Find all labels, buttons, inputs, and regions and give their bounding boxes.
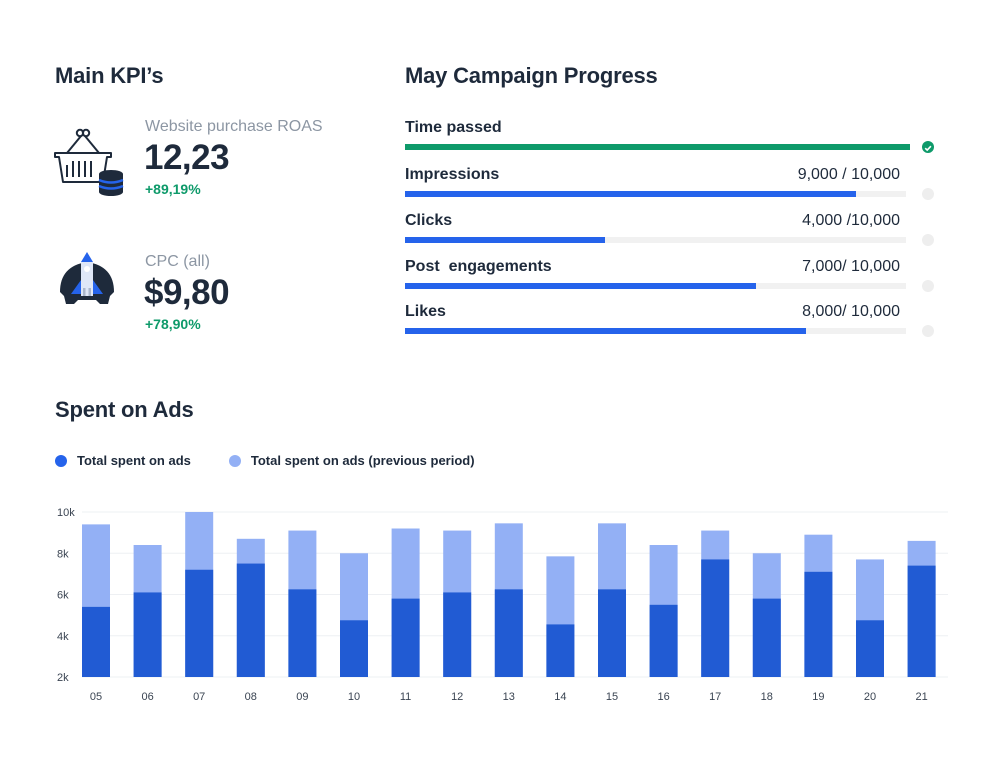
progress-section-title: May Campaign Progress — [405, 63, 658, 88]
kpi-delta: +78,90% — [145, 316, 201, 332]
bar-current-period[interactable] — [804, 571, 833, 677]
progress-item-impressions: Impressions 9,000 / 10,000 — [405, 166, 945, 200]
kpi-value: $9,80 — [144, 273, 230, 312]
bar-current-period[interactable] — [82, 606, 110, 677]
bar-current-period[interactable] — [391, 598, 420, 677]
x-tick-label: 15 — [606, 691, 618, 703]
x-tick-label: 20 — [864, 691, 876, 703]
x-tick-label: 06 — [141, 691, 153, 703]
progress-item-post-engagements: Post engagements 7,000/ 10,000 — [405, 258, 945, 292]
x-tick-label: 14 — [554, 691, 566, 703]
kpi-label: CPC (all) — [145, 253, 210, 270]
progress-item-clicks: Clicks 4,000 /10,000 — [405, 212, 945, 246]
spent-on-ads-bar-chart: 2k 4k 6k 8k 10k 05 06 07 08 09 10 11 12 13 14 15 16 17 18 1… — [57, 507, 948, 703]
bar-current-period[interactable] — [598, 589, 626, 677]
x-tick-label: 19 — [812, 691, 824, 703]
x-tick-label: 17 — [709, 691, 721, 703]
bar-current-period[interactable] — [752, 598, 781, 677]
kpi-section-title: Main KPI’s — [55, 63, 164, 88]
bar-current-period[interactable] — [185, 569, 214, 677]
progress-value: 8,000/ 10,000 — [802, 303, 900, 320]
rocket-launch-icon — [56, 252, 118, 319]
progress-value: 4,000 /10,000 — [802, 212, 900, 229]
chart-title: Spent on Ads — [55, 397, 194, 422]
shopping-basket-database-icon — [53, 127, 125, 204]
x-tick-label: 18 — [761, 691, 773, 703]
progress-label: Likes — [405, 303, 446, 320]
progress-fill — [405, 283, 756, 289]
y-tick-label: 4k — [57, 631, 69, 643]
status-dot-icon — [922, 325, 934, 337]
progress-fill — [405, 328, 806, 334]
x-tick-label: 11 — [400, 691, 411, 703]
bar-current-period[interactable] — [236, 563, 265, 677]
progress-label: Clicks — [405, 212, 453, 229]
x-tick-label: 07 — [193, 691, 205, 703]
legend-swatch-previous — [228, 454, 241, 467]
progress-item-likes: Likes 8,000/ 10,000 — [405, 303, 945, 337]
progress-label: Impressions — [405, 166, 500, 183]
kpi-value: 12,23 — [144, 138, 230, 177]
x-tick-label: 16 — [657, 691, 669, 703]
chart-legend: Total spent on ads Total spent on ads (p… — [55, 453, 475, 468]
x-tick-label: 21 — [915, 691, 927, 703]
progress-fill — [405, 237, 606, 243]
bar-current-period[interactable] — [133, 592, 162, 677]
bar-current-period[interactable] — [701, 559, 730, 677]
y-tick-label: 8k — [57, 548, 69, 560]
x-tick-label: 08 — [245, 691, 257, 703]
progress-label: Time passed — [405, 119, 502, 136]
bar-current-period[interactable] — [340, 620, 368, 677]
status-dot-icon — [922, 280, 934, 292]
kpi-label: Website purchase ROAS — [145, 118, 323, 135]
status-dot-icon — [922, 188, 934, 200]
progress-track — [405, 144, 910, 150]
progress-item-time-passed: Time passed — [405, 119, 945, 153]
bar-current-period[interactable] — [288, 589, 317, 677]
x-tick-label: 12 — [451, 691, 463, 703]
check-circle-icon — [922, 141, 934, 153]
bar-current-period[interactable] — [856, 620, 884, 677]
x-tick-label: 10 — [348, 691, 360, 703]
progress-fill — [405, 191, 856, 197]
bar-current-period[interactable] — [443, 592, 472, 677]
progress-value: 9,000 / 10,000 — [797, 166, 900, 183]
progress-track — [405, 283, 906, 289]
legend-label: Total spent on ads (previous period) — [250, 453, 475, 468]
bar-current-period[interactable] — [649, 604, 678, 677]
progress-track — [405, 237, 906, 243]
status-dot-icon — [922, 234, 934, 246]
y-tick-label: 10k — [57, 507, 75, 519]
progress-track — [405, 191, 906, 197]
kpi-delta: +89,19% — [145, 181, 201, 197]
legend-item-previous[interactable]: Total spent on ads (previous period) — [228, 453, 475, 468]
x-tick-label: 05 — [90, 691, 102, 703]
progress-label: Post engagements — [405, 258, 552, 275]
legend-item-current[interactable]: Total spent on ads — [55, 453, 191, 468]
y-tick-label: 6k — [57, 590, 69, 602]
x-tick-label: 13 — [503, 691, 515, 703]
x-tick-label: 09 — [296, 691, 308, 703]
legend-label: Total spent on ads — [77, 453, 191, 468]
bar-current-period[interactable] — [907, 565, 936, 677]
y-tick-label: 2k — [57, 672, 69, 684]
bar-current-period[interactable] — [494, 589, 523, 677]
progress-track — [405, 328, 906, 334]
progress-fill — [405, 144, 910, 150]
progress-value: 7,000/ 10,000 — [802, 258, 900, 275]
bar-current-period[interactable] — [546, 624, 575, 677]
legend-swatch-current — [55, 454, 67, 467]
